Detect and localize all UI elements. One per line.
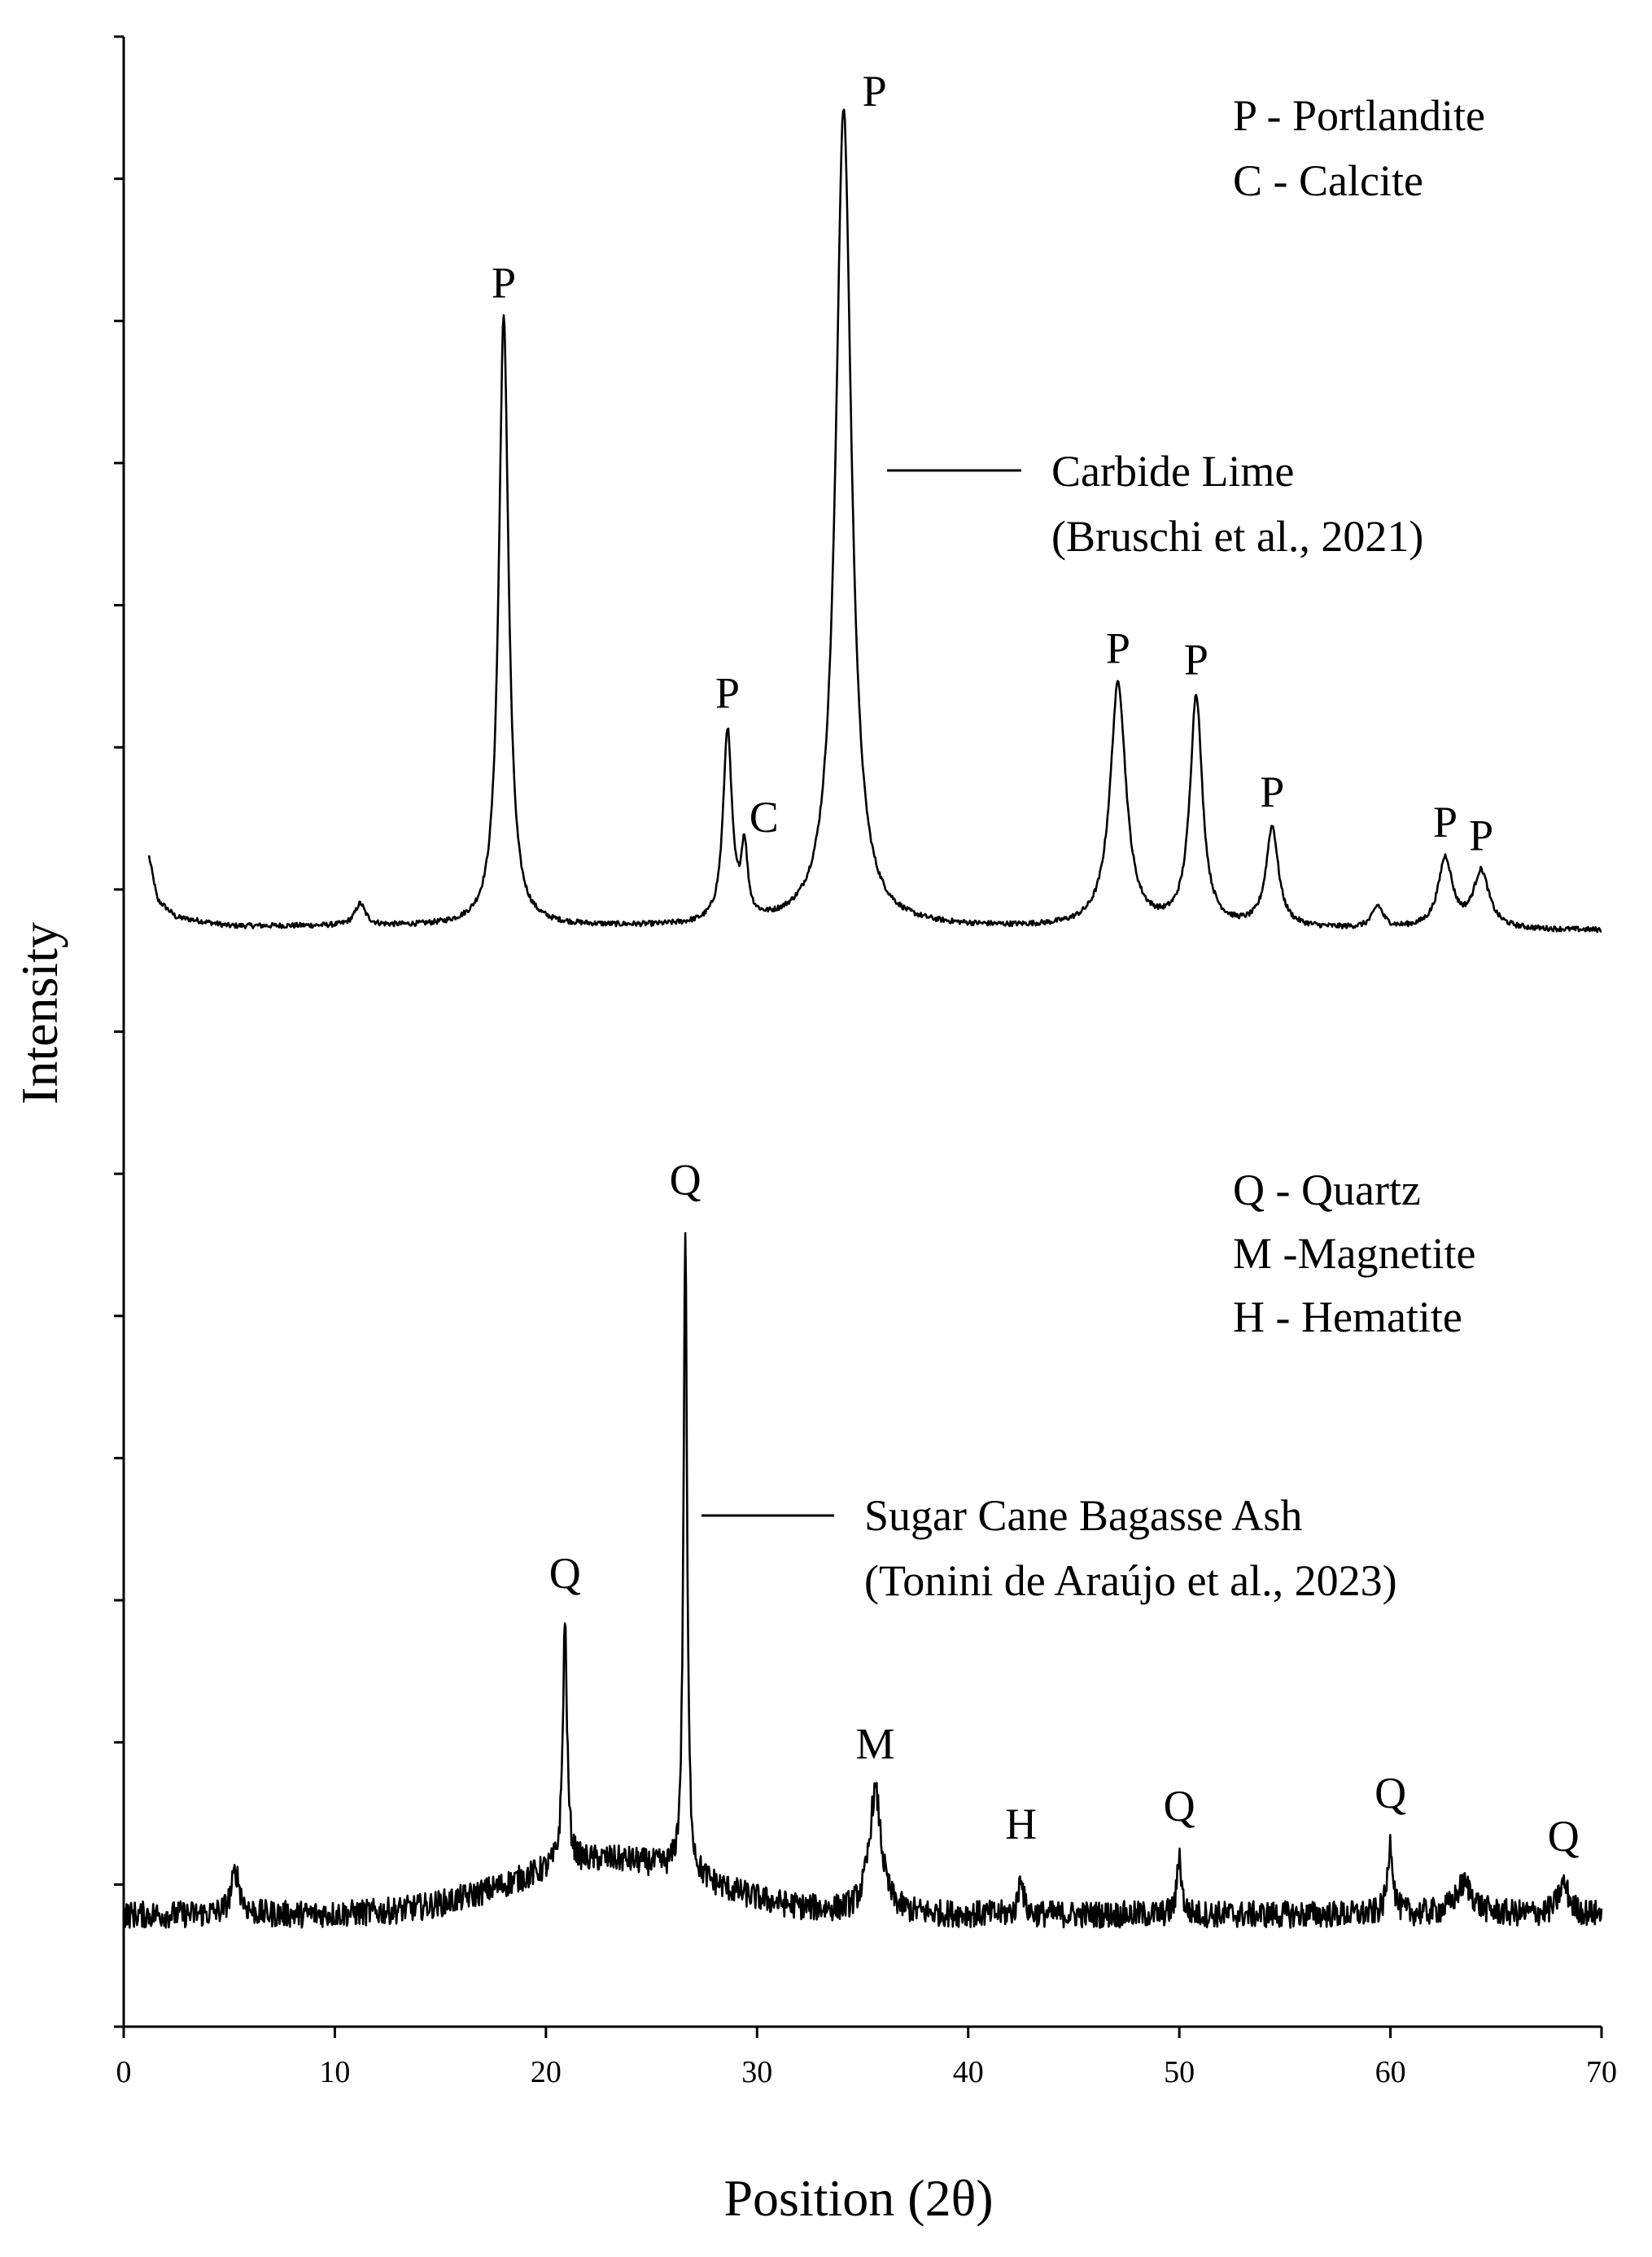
legend-top-line-calcite: C - Calcite: [1233, 156, 1423, 205]
series-layer: [122, 108, 1603, 1929]
series-bagasse-ash-name: Sugar Cane Bagasse Ash: [864, 1491, 1302, 1540]
series-carbide-lime-line: [147, 108, 1602, 934]
peak-label-p: P: [1260, 768, 1284, 816]
legend-bottom-line-magnetite: M -Magnetite: [1233, 1229, 1475, 1278]
x-tick-label: 10: [319, 2055, 350, 2089]
peak-label-p: P: [1433, 798, 1458, 846]
series-bagasse-ash-line: [122, 1231, 1603, 1929]
series-bagasse-ash-source: (Tonini de Araújo et al., 2023): [864, 1556, 1397, 1605]
peak-label-p: P: [1469, 811, 1493, 860]
peak-label-p: P: [1106, 623, 1130, 672]
peak-label-q: Q: [670, 1156, 701, 1205]
x-tick-label: 50: [1164, 2055, 1195, 2089]
peak-label-q: Q: [1164, 1782, 1195, 1831]
x-tick-label: 0: [116, 2055, 132, 2089]
peak-label-q: Q: [1374, 1769, 1406, 1817]
x-tick-label: 60: [1375, 2055, 1406, 2089]
peak-label-m: M: [856, 1719, 895, 1768]
legend-layer: P - Portlandite C - Calcite Q - Quartz M…: [701, 91, 1485, 1605]
axes-layer: 0 10 20 30 40 50 60 70: [114, 35, 1617, 2089]
peak-label-p: P: [1184, 635, 1208, 684]
legend-bottom-line-quartz: Q - Quartz: [1233, 1166, 1421, 1214]
x-tick-label: 40: [953, 2055, 984, 2089]
peak-label-q: Q: [549, 1549, 581, 1598]
legend-bottom-line-hematite: H - Hematite: [1233, 1293, 1462, 1341]
x-tick-label: 20: [531, 2055, 562, 2089]
legend-top-line-portlandite: P - Portlandite: [1233, 91, 1485, 140]
y-axis-label: Intensity: [11, 922, 68, 1104]
peak-label-q: Q: [1548, 1812, 1580, 1861]
peak-label-p: P: [715, 669, 740, 718]
x-axis-label: Position (2θ): [723, 2169, 993, 2227]
peak-label-p: P: [863, 67, 887, 116]
x-tick-label: 70: [1586, 2055, 1617, 2089]
peak-label-h: H: [1005, 1800, 1037, 1848]
peak-label-c: C: [750, 793, 779, 842]
series-carbide-lime-name: Carbide Lime: [1051, 447, 1294, 496]
series-carbide-lime-source: (Bruschi et al., 2021): [1051, 512, 1423, 561]
peak-label-p: P: [492, 259, 516, 308]
x-tick-label: 30: [741, 2055, 772, 2089]
